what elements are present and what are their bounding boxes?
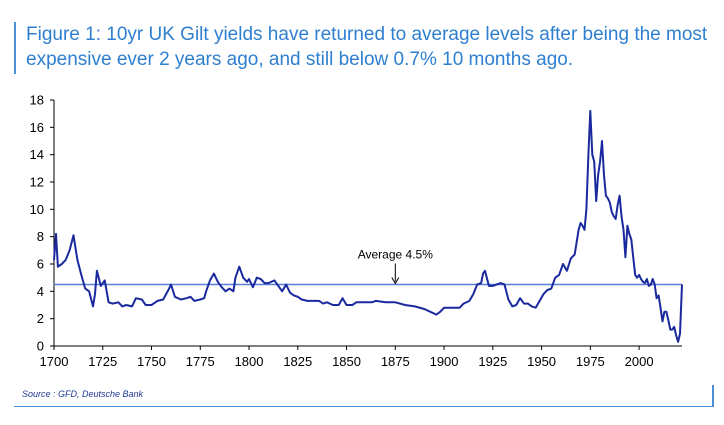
y-tick-label: 8	[37, 229, 44, 244]
x-tick-label: 1925	[478, 354, 507, 369]
y-tick-label: 14	[30, 147, 44, 162]
average-arrow-head	[391, 277, 400, 285]
chart-title: Figure 1: 10yr UK Gilt yields have retur…	[26, 24, 708, 70]
x-tick-label: 1800	[235, 354, 264, 369]
x-tick-label: 1700	[40, 354, 69, 369]
footer-corner	[712, 385, 714, 407]
x-tick-label: 1775	[186, 354, 215, 369]
x-tick-label: 2000	[625, 354, 654, 369]
average-line-group: Average 4.5%	[54, 248, 682, 286]
x-tick-label: 1825	[283, 354, 312, 369]
series-group	[53, 109, 683, 343]
x-tick-label: 1750	[137, 354, 166, 369]
x-axis: 1700 1725 1750 1775 1800 1825 1850 1875 1900 1925…	[40, 345, 682, 369]
x-tick-label: 1950	[527, 354, 556, 369]
x-tick-label: 1850	[332, 354, 361, 369]
y-tick-label: 6	[37, 257, 44, 272]
x-tick-label: 1725	[88, 354, 117, 369]
y-tick-label: 2	[37, 311, 44, 326]
average-label: Average 4.5%	[358, 248, 433, 262]
y-tick-label: 10	[30, 202, 44, 217]
yield-series-line	[53, 109, 683, 343]
x-tick-label: 1900	[430, 354, 459, 369]
y-axis: 0 2 4 6 8 10 12 14 16 18	[30, 93, 55, 354]
title-block: Figure 1: 10yr UK Gilt yields have retur…	[14, 22, 714, 74]
y-tick-label: 18	[30, 93, 44, 108]
source-note: Source : GFD, Deutsche Bank	[22, 389, 144, 399]
line-chart: 0 2 4 6 8 10 12 14 16 18 1700 1725 1750 1775 1800 1825…	[30, 93, 683, 369]
x-tick-label: 1875	[381, 354, 410, 369]
y-tick-label: 12	[30, 175, 44, 190]
y-tick-label: 16	[30, 120, 44, 135]
y-tick-label: 4	[37, 284, 44, 299]
x-tick-label: 1975	[576, 354, 605, 369]
y-tick-label: 0	[37, 339, 44, 354]
footer-divider	[14, 406, 714, 407]
